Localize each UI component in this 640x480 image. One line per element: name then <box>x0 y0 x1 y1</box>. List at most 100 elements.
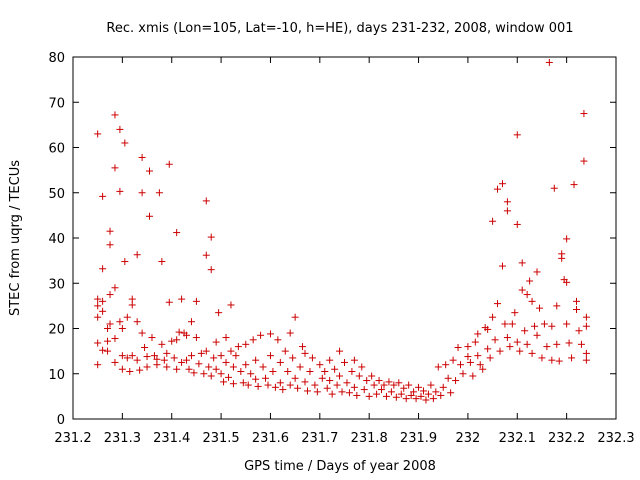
data-point <box>224 373 232 381</box>
data-point <box>299 343 307 351</box>
data-point <box>247 370 255 378</box>
data-point <box>449 356 457 364</box>
data-point <box>257 331 265 339</box>
data-point <box>521 327 529 335</box>
y-tick-label: 50 <box>48 187 65 202</box>
data-point <box>252 356 260 364</box>
data-point <box>545 58 553 66</box>
data-point <box>104 347 112 355</box>
data-point <box>116 125 124 133</box>
data-point <box>526 277 534 285</box>
data-point <box>318 374 326 382</box>
data-point <box>183 331 191 339</box>
data-point <box>94 130 102 138</box>
x-tick-label: 231.7 <box>301 431 338 446</box>
data-point <box>523 291 531 299</box>
data-point <box>358 363 366 371</box>
data-point <box>229 380 237 388</box>
data-point <box>331 365 339 373</box>
x-tick-label: 231.5 <box>202 431 239 446</box>
data-point <box>296 363 304 371</box>
data-point <box>390 381 398 389</box>
data-point <box>452 377 460 385</box>
data-point <box>323 384 331 392</box>
data-point <box>104 325 112 332</box>
x-tick-label: 231.6 <box>252 431 289 446</box>
data-point <box>363 377 371 385</box>
data-point <box>185 365 193 373</box>
data-point <box>535 304 543 312</box>
data-point <box>400 384 408 392</box>
data-point <box>508 320 516 328</box>
data-point <box>128 352 136 360</box>
data-point <box>513 220 521 228</box>
data-point <box>531 322 539 330</box>
data-point <box>227 301 235 309</box>
data-point <box>170 354 178 362</box>
data-point <box>192 297 200 305</box>
data-point <box>123 313 131 321</box>
data-point <box>563 235 571 243</box>
data-point <box>419 387 427 395</box>
data-point <box>511 309 519 317</box>
data-point <box>558 254 566 262</box>
data-point <box>242 361 250 369</box>
data-point <box>173 229 181 237</box>
data-point <box>563 320 571 328</box>
data-point <box>528 349 536 357</box>
data-point <box>523 340 531 348</box>
data-point <box>454 344 462 352</box>
data-point <box>264 381 272 389</box>
data-point <box>333 381 341 389</box>
data-point <box>516 347 524 355</box>
data-point <box>242 340 250 348</box>
data-point <box>328 390 336 398</box>
data-point <box>178 358 186 366</box>
x-tick-label: 231.8 <box>351 431 388 446</box>
data-point <box>217 370 225 378</box>
data-point <box>276 379 284 387</box>
data-point <box>259 363 267 371</box>
data-point <box>368 372 376 380</box>
data-point <box>326 377 334 385</box>
data-point <box>178 295 186 303</box>
data-point <box>128 301 136 309</box>
data-point <box>143 363 151 371</box>
data-point <box>407 391 415 399</box>
data-point <box>187 318 195 326</box>
data-point <box>195 360 203 368</box>
data-point <box>234 343 242 351</box>
data-point <box>474 330 482 338</box>
data-point <box>99 307 107 315</box>
data-point <box>160 356 168 364</box>
data-point <box>412 395 420 403</box>
x-tick-label: 231.4 <box>153 431 190 446</box>
data-point <box>212 338 220 346</box>
data-point <box>210 354 218 362</box>
data-point <box>286 381 294 389</box>
data-point <box>375 377 383 385</box>
data-point <box>212 365 220 373</box>
data-point <box>338 388 346 396</box>
data-point <box>197 349 205 357</box>
data-point <box>373 390 381 398</box>
data-point <box>533 331 541 339</box>
data-point <box>498 262 506 270</box>
data-point <box>540 320 548 328</box>
data-point <box>121 258 129 266</box>
data-point <box>111 111 119 119</box>
data-point <box>548 356 556 364</box>
data-point <box>118 352 126 360</box>
data-point <box>365 392 373 400</box>
data-point <box>336 372 344 380</box>
data-point <box>116 318 124 326</box>
data-point <box>380 381 388 389</box>
data-point <box>133 318 141 326</box>
data-point <box>306 367 314 375</box>
data-point <box>471 338 479 346</box>
data-point <box>494 300 502 308</box>
data-point <box>474 352 482 360</box>
data-point <box>138 329 146 337</box>
data-point <box>106 227 114 235</box>
data-point <box>190 369 198 377</box>
